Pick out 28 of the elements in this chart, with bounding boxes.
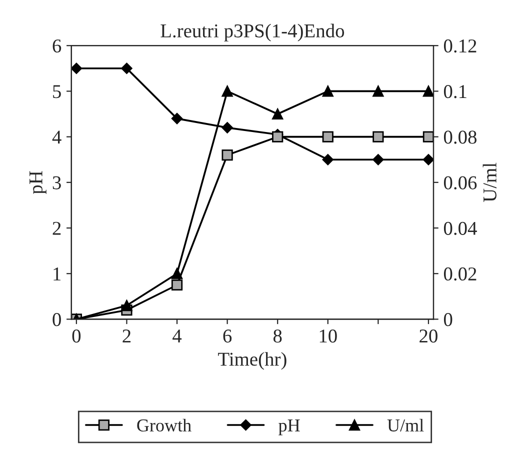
y2-tick-label: 0.06 — [444, 176, 477, 190]
x-tick-label: 10 — [320, 329, 337, 343]
y-tick-label: 5 — [53, 85, 61, 98]
y-tick-label: 1 — [54, 268, 61, 280]
x-tick-label: 8 — [273, 329, 282, 343]
x-axis-title: Time(hr) — [218, 352, 286, 370]
chart-title: L.reutri p3PS(1-4)Endo — [160, 24, 344, 42]
y2-tick-label: 0.04 — [444, 222, 477, 236]
y-tick-label: 4 — [52, 130, 62, 144]
x-tick-label: 4 — [172, 330, 182, 342]
y-tick-label: 2 — [52, 222, 61, 235]
y2-axis-title: U/ml — [482, 162, 496, 202]
legend-label: Growth — [137, 418, 192, 432]
y2-tick-label: 0.12 — [444, 39, 476, 53]
x-tick-label: 6 — [223, 330, 232, 343]
y2-tick-label: 0.1 — [444, 85, 466, 98]
legend-label: pH — [278, 420, 300, 436]
y-tick-label: 6 — [52, 39, 62, 53]
y-tick-label: 3 — [52, 176, 61, 190]
legend-label: U/ml — [387, 418, 424, 432]
y-tick-label: 0 — [52, 313, 61, 326]
y2-tick-label: 0.08 — [444, 130, 477, 144]
x-tick-label: 0 — [72, 329, 81, 343]
y2-tick-label: 0.02 — [444, 267, 476, 281]
x-tick-label: 2 — [122, 330, 131, 342]
y-axis-title: pH — [30, 171, 46, 194]
y2-tick-label: 0 — [444, 313, 452, 326]
x-tick-label: 20 — [420, 329, 438, 343]
